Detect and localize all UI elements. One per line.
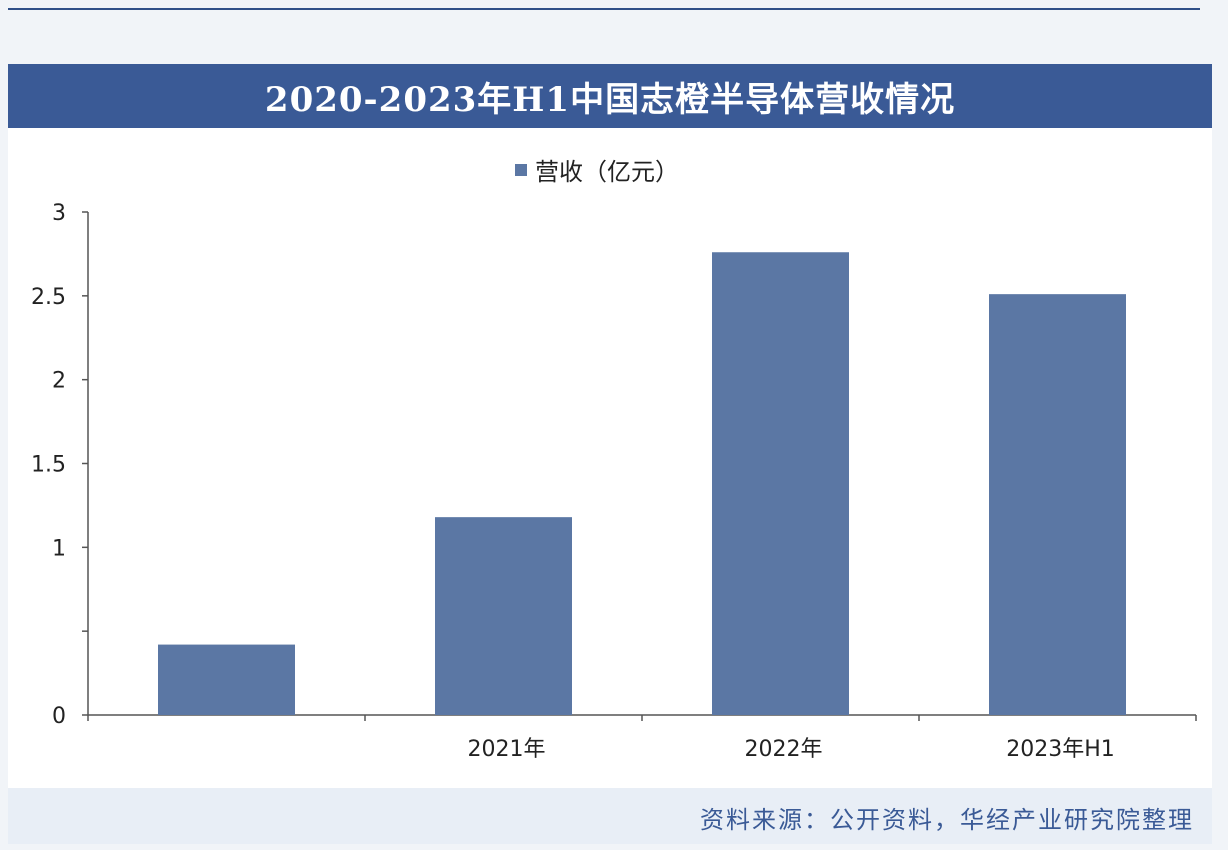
legend-swatch — [515, 163, 527, 176]
x-tick-label: 2021年 — [468, 737, 546, 762]
source-note: 资料来源：公开资料，华经产业研究院整理 — [700, 806, 1194, 834]
y-tick-label: 1.5 — [31, 453, 66, 478]
y-tick-label: 2 — [52, 369, 66, 394]
top-rule — [8, 8, 1200, 10]
y-tick-label: 0 — [52, 704, 66, 729]
y-tick-label: 2.5 — [31, 285, 66, 310]
x-tick-label: 2023年H1 — [1006, 737, 1115, 762]
source-bar — [8, 788, 1212, 844]
title-bar: 2020-2023年H1中国志橙半导体营收情况 — [8, 64, 1212, 128]
x-tick-label: 2022年 — [745, 737, 823, 762]
legend: 营收（亿元） — [515, 152, 679, 187]
chart-title: 2020-2023年H1中国志橙半导体营收情况 — [264, 79, 956, 120]
bar — [435, 517, 572, 715]
bar — [989, 294, 1126, 715]
y-tick-label: 1 — [52, 536, 66, 561]
y-tick-label: 3 — [52, 201, 66, 226]
bar — [158, 644, 295, 715]
legend-label: 营收（亿元） — [535, 158, 679, 186]
bar — [712, 252, 849, 716]
